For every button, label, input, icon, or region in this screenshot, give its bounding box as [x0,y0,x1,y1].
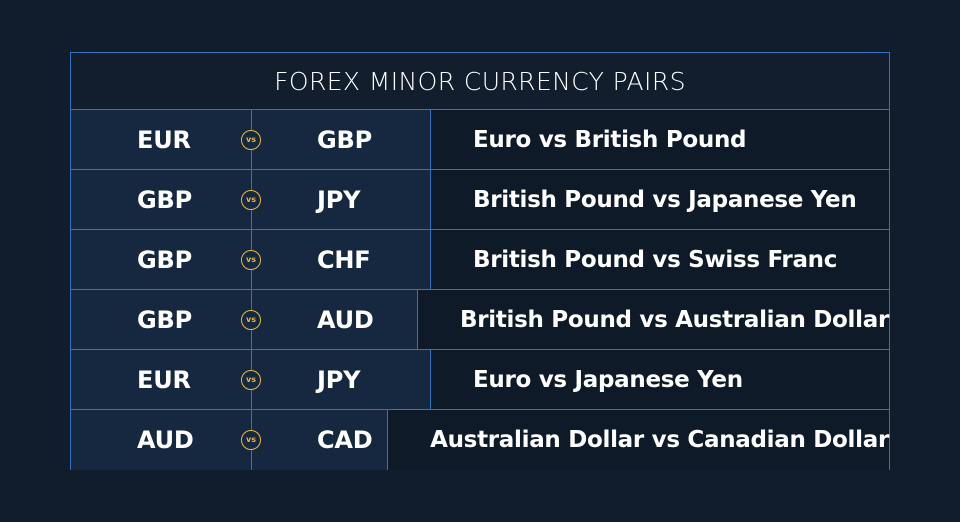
quote-currency: CHF [317,245,371,274]
base-currency: GBP [137,245,192,274]
pair-cell: GBP vs JPY [71,170,431,229]
pair-description: Australian Dollar vs Canadian Dollar [388,410,889,470]
quote-currency: CAD [317,426,373,454]
table-row: GBP vs JPY British Pound vs Japanese Yen [71,170,889,230]
pair-cell: AUD vs CAD [71,410,389,470]
pair-description: British Pound vs Swiss Franc [431,230,889,289]
pair-cell: EUR vs JPY [71,350,431,409]
pair-description: British Pound vs Australian Dollar [418,290,889,349]
base-currency: EUR [137,125,191,154]
table-title: FOREX MINOR CURRENCY PAIRS [71,53,889,110]
pair-cell: EUR vs GBP [71,110,431,169]
pair-description: Euro vs British Pound [431,110,889,169]
quote-currency: GBP [317,125,372,154]
vs-icon: vs [241,249,261,270]
base-currency: GBP [137,185,192,214]
pair-cell: GBP vs AUD [71,290,418,349]
table-row: EUR vs GBP Euro vs British Pound [71,110,889,170]
table-row: GBP vs AUD British Pound vs Australian D… [71,290,889,350]
quote-currency: JPY [317,185,361,214]
vs-icon: vs [241,369,261,390]
quote-currency: JPY [317,365,361,394]
pair-description: Euro vs Japanese Yen [431,350,889,409]
vs-icon: vs [241,309,261,330]
quote-currency: AUD [317,305,374,334]
pair-cell: GBP vs CHF [71,230,431,289]
base-currency: GBP [137,305,192,334]
table-row: EUR vs JPY Euro vs Japanese Yen [71,350,889,410]
vs-icon: vs [241,129,261,150]
table-row: GBP vs CHF British Pound vs Swiss Franc [71,230,889,290]
vs-icon: vs [241,189,261,210]
table-row: AUD vs CAD Australian Dollar vs Canadian… [71,410,889,470]
base-currency: EUR [137,365,191,394]
currency-pairs-table: FOREX MINOR CURRENCY PAIRS EUR vs GBP Eu… [70,52,890,470]
pair-description: British Pound vs Japanese Yen [431,170,889,229]
base-currency: AUD [137,426,194,454]
vs-icon: vs [241,430,261,450]
table-body: EUR vs GBP Euro vs British Pound GBP vs … [71,110,889,470]
